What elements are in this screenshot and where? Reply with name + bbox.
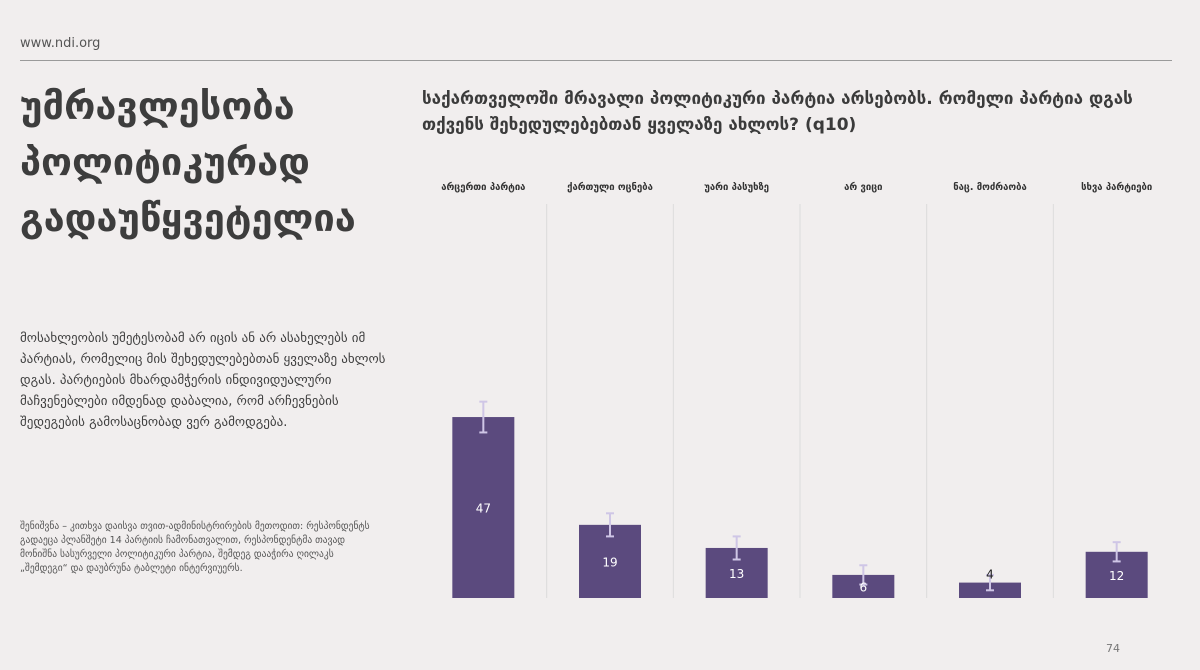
headline: უმრავლესობა პოლიტიკურად გადაუწყვეტელია (20, 78, 380, 246)
bar (832, 574, 895, 598)
site-url[interactable]: www.ndi.org (20, 36, 101, 51)
data-label: 47 (476, 502, 491, 516)
category-label: სხვა პარტიები (1081, 182, 1152, 193)
data-label: 4 (986, 568, 994, 582)
bar (452, 417, 515, 598)
data-label: 19 (602, 555, 617, 569)
headline-line-2: პოლიტიკურად (20, 140, 310, 184)
chart-question: საქართველოში მრავალი პოლიტიკური პარტია ა… (422, 89, 1133, 135)
category-label: არ ვიცი (844, 182, 882, 193)
bar-chart: არცერთი პარტია 47 ქართული ოცნება 19 უარი პას… (441, 182, 1152, 598)
category-label: არცერთი პარტია (441, 182, 525, 193)
data-label: 12 (1109, 569, 1124, 583)
category-label: უარი პასუხზე (704, 182, 769, 193)
headline-line-3: გადაუწყვეტელია (20, 196, 356, 240)
data-label: 13 (729, 567, 744, 581)
methodology-note: შენიშვნა – კითხვა დაისვა თვით-ადმინისტრი… (20, 521, 370, 574)
summary-paragraph: მოსახლეობის უმეტესობამ არ იცის ან არ ასა… (20, 331, 386, 430)
top-rule (20, 60, 1172, 61)
data-label: 6 (860, 580, 868, 594)
category-label: ქართული ოცნება (567, 182, 653, 193)
headline-line-1: უმრავლესობა (20, 84, 295, 128)
page-number: 74 (1106, 642, 1120, 655)
category-label: ნაც. მოძრაობა (953, 182, 1026, 193)
